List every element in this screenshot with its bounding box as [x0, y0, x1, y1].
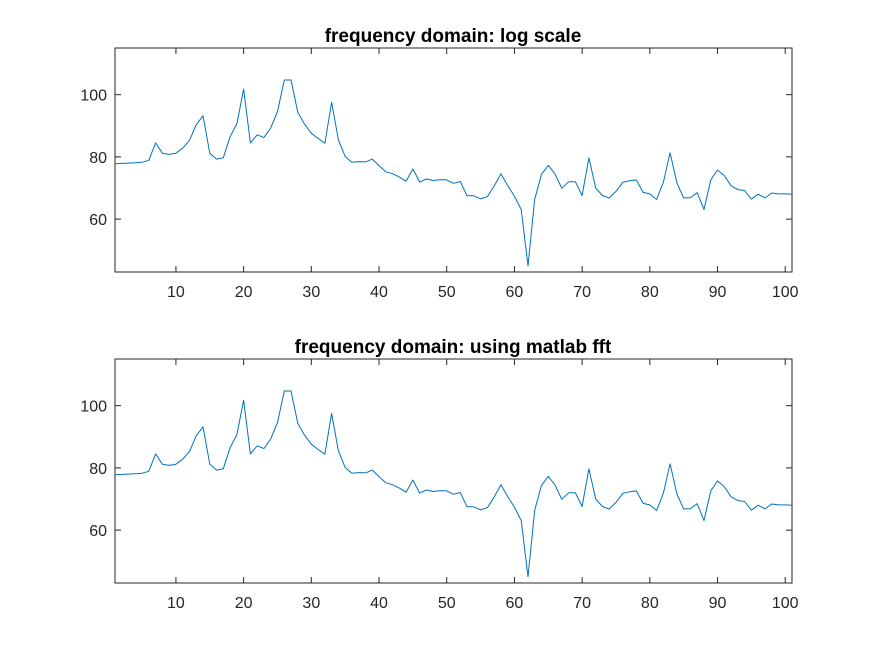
y-tick-label: 80 — [89, 150, 107, 167]
x-tick-label: 100 — [772, 284, 799, 301]
x-tick-label: 70 — [573, 595, 591, 612]
x-tick-label: 90 — [709, 595, 727, 612]
subplot-top: frequency domain: log scale 10 20 30 40 50 60… — [80, 26, 798, 301]
x-tick-label: 30 — [302, 595, 320, 612]
x-tick-label: 100 — [772, 595, 799, 612]
plot-area — [114, 358, 793, 584]
subplot-title: frequency domain: log scale — [325, 26, 582, 47]
x-tick-label: 60 — [506, 595, 524, 612]
y-tick-label: 60 — [89, 523, 107, 540]
x-tick-label: 90 — [709, 284, 727, 301]
x-tick-label: 40 — [370, 595, 388, 612]
series-line — [114, 390, 793, 578]
x-tick-label: 80 — [641, 284, 659, 301]
y-tick-label: 100 — [80, 88, 107, 105]
subplot-bottom: frequency domain: using matlab fft 10 20 3… — [80, 337, 798, 612]
x-tick-label: 10 — [167, 595, 185, 612]
y-tick-label: 60 — [89, 212, 107, 229]
x-tick-label: 50 — [438, 284, 456, 301]
x-tick-label: 60 — [506, 284, 524, 301]
series-line — [114, 79, 793, 267]
x-tick-label: 10 — [167, 284, 185, 301]
plot-area — [114, 47, 793, 273]
x-tick-label: 80 — [641, 595, 659, 612]
x-tick-label: 50 — [438, 595, 456, 612]
x-tick-label: 40 — [370, 284, 388, 301]
y-tick-label: 80 — [89, 461, 107, 478]
x-tick-label: 30 — [302, 284, 320, 301]
x-tick-label: 20 — [235, 595, 253, 612]
subplot-title: frequency domain: using matlab fft — [295, 337, 612, 358]
x-tick-label: 70 — [573, 284, 591, 301]
x-tick-label: 20 — [235, 284, 253, 301]
y-tick-label: 100 — [80, 399, 107, 416]
